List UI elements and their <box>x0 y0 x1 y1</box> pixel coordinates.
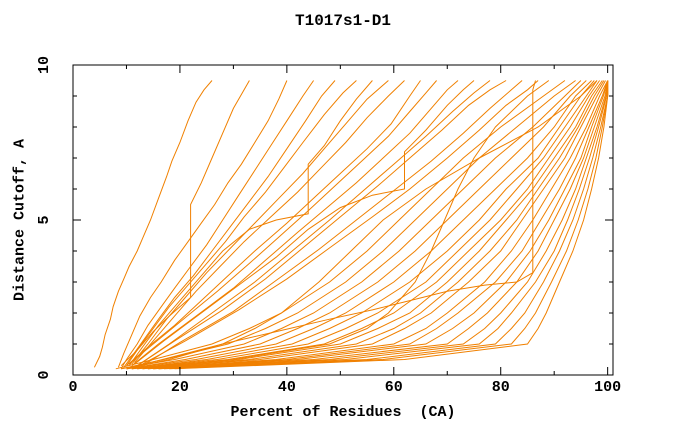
model-curve <box>126 80 421 367</box>
model-curve <box>134 80 475 365</box>
model-curve <box>115 80 566 370</box>
model-curve <box>142 80 605 370</box>
model-curve <box>137 80 601 370</box>
model-curve <box>128 80 373 366</box>
model-curve <box>123 80 336 368</box>
model-curve <box>120 80 315 370</box>
x-tick-label: 80 <box>492 379 510 396</box>
model-curve <box>126 80 587 370</box>
model-curve <box>158 80 609 370</box>
model-curve <box>121 80 582 370</box>
x-tick-label: 20 <box>171 379 189 396</box>
model-curve <box>131 80 459 367</box>
model-curve <box>153 80 609 370</box>
model-curve <box>174 80 609 370</box>
model-curve <box>131 80 598 370</box>
model-curve <box>158 80 609 370</box>
x-tick-label: 40 <box>278 379 296 396</box>
model-curve <box>153 80 609 370</box>
model-curve <box>136 80 491 367</box>
y-axis-label: Distance Cutoff, A <box>11 138 29 302</box>
model-curve <box>147 80 609 370</box>
x-tick-label: 100 <box>594 379 621 396</box>
model-curve <box>137 80 603 370</box>
y-tick-label: 5 <box>36 215 53 224</box>
model-curve <box>120 80 250 367</box>
model-curve <box>142 80 539 365</box>
model-curve <box>128 80 437 365</box>
y-tick-label: 0 <box>36 370 53 379</box>
model-curve <box>93 80 213 368</box>
model-curve <box>126 80 357 366</box>
model-curve <box>131 80 595 370</box>
chart-title: T1017s1-D1 <box>294 12 391 30</box>
x-axis-label: Percent of Residues (CA) <box>230 404 456 421</box>
model-curve <box>169 80 609 370</box>
model-curve <box>117 80 288 368</box>
plot-border <box>72 64 614 376</box>
model-curve <box>131 80 550 370</box>
model-curve <box>142 80 606 370</box>
model-curve <box>142 80 523 367</box>
model-curve <box>126 80 592 370</box>
x-tick-label: 0 <box>68 379 77 396</box>
model-curve <box>120 80 576 370</box>
x-tick-label: 60 <box>385 379 403 396</box>
model-curve <box>134 80 405 363</box>
model-curve <box>139 80 507 365</box>
model-curve <box>126 80 598 370</box>
model-curve <box>147 80 609 370</box>
y-tick-label: 10 <box>36 56 53 74</box>
model-curve <box>163 80 609 370</box>
